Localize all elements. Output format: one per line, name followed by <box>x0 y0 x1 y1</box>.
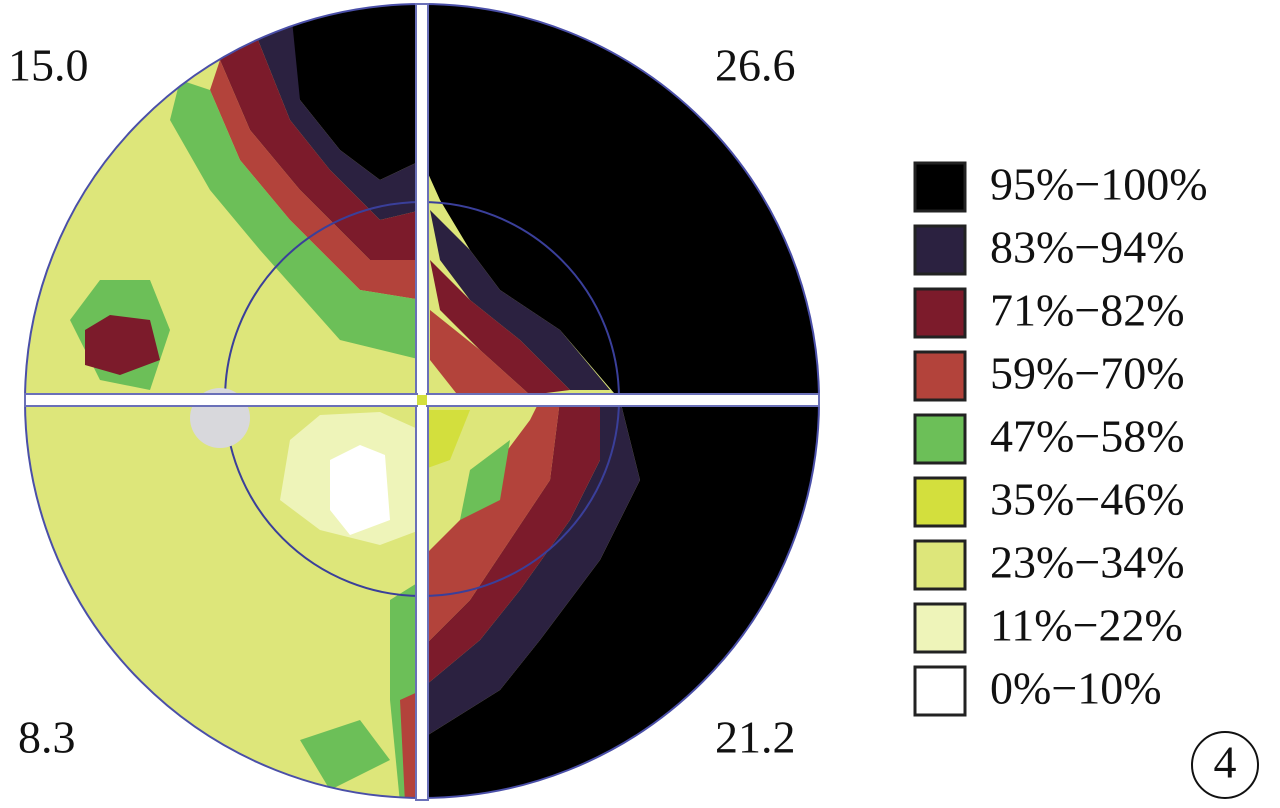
legend: 95%−100% 83%−94% 71%−82% 59%−70% 47%−58% 35%−… <box>913 159 1208 717</box>
legend-swatch <box>913 287 967 339</box>
quadrant-value: 15.0 <box>8 40 89 91</box>
center-dot <box>417 395 427 405</box>
legend-label: 35%−46% <box>990 474 1185 525</box>
legend-swatch <box>913 224 967 276</box>
legend-label: 47%−58% <box>990 411 1185 462</box>
legend-swatch <box>913 161 967 213</box>
legend-label: 83%−94% <box>990 222 1185 273</box>
legend-label: 71%−82% <box>990 285 1185 336</box>
legend-swatch <box>913 665 967 717</box>
legend-label: 0%−10% <box>990 663 1162 714</box>
legend-label: 95%−100% <box>990 159 1208 210</box>
panel-label: 4 <box>1214 737 1237 788</box>
panel-badge <box>1191 731 1259 799</box>
legend-label: 11%−22% <box>990 600 1183 651</box>
legend-swatch <box>913 476 967 528</box>
legend-swatch <box>913 602 967 654</box>
legend-label: 23%−34% <box>990 537 1185 588</box>
quadrant-value: 21.2 <box>715 712 796 763</box>
quadrant-value: 26.6 <box>715 40 796 91</box>
quadrant-value: 8.3 <box>18 712 76 763</box>
legend-swatch <box>913 413 967 465</box>
legend-swatch <box>913 539 967 591</box>
legend-label: 59%−70% <box>990 348 1185 399</box>
legend-swatch <box>913 350 967 402</box>
